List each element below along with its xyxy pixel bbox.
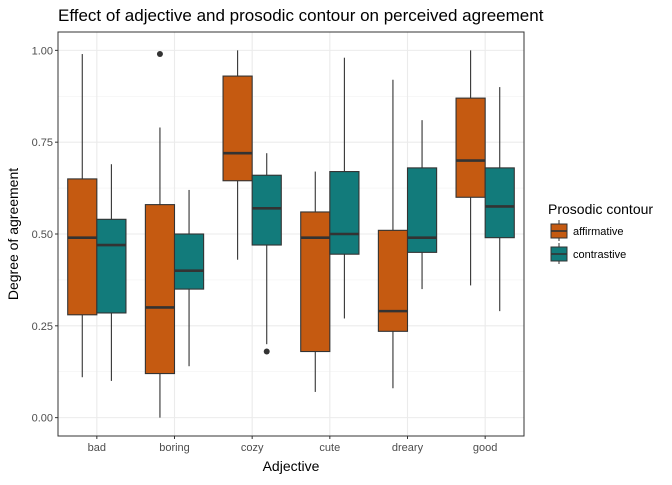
x-tick-label: cute — [319, 442, 340, 454]
legend-label-affirmative: affirmative — [573, 226, 624, 238]
x-tick-label: bad — [88, 442, 106, 454]
x-tick-label: dreary — [392, 442, 424, 454]
legend-key-contrastive — [550, 243, 568, 264]
x-tick-label: boring — [159, 442, 190, 454]
box-affirmative-boring — [144, 51, 176, 418]
x-tick-label: cozy — [241, 442, 264, 454]
outlier-point — [156, 51, 163, 58]
box-affirmative-dreary — [377, 79, 409, 389]
y-tick-label: 0.00 — [32, 413, 53, 425]
y-tick-label: 0.25 — [32, 321, 53, 333]
box-body — [67, 178, 98, 316]
x-axis-title: Adjective — [263, 458, 320, 474]
box-contrastive-cozy — [251, 153, 282, 355]
box-body — [300, 211, 331, 353]
y-tick-label: 0.75 — [32, 137, 53, 149]
box-body — [96, 218, 127, 314]
box-body — [251, 174, 282, 246]
y-axis: 0.00 0.25 0.50 0.75 1.00 — [32, 45, 58, 425]
box-body — [173, 233, 205, 290]
legend: Prosodic contour affirmative contrastive — [548, 201, 653, 264]
box-affirmative-good — [455, 50, 486, 286]
box-contrastive-boring — [173, 189, 205, 367]
box-contrastive-dreary — [406, 120, 438, 290]
box-affirmative-cozy — [222, 50, 253, 260]
y-axis-title: Degree of agreement — [5, 168, 21, 300]
legend-label-contrastive: contrastive — [573, 249, 626, 261]
box-body — [484, 167, 515, 239]
boxes-layer — [67, 50, 515, 418]
box-contrastive-good — [484, 87, 515, 312]
chart-title: Effect of adjective and prosodic contour… — [58, 6, 544, 25]
box-body — [406, 167, 438, 253]
box-body — [222, 75, 253, 182]
box-body — [455, 97, 486, 198]
box-body — [377, 229, 409, 332]
y-tick-label: 0.50 — [32, 229, 53, 241]
y-tick-label: 1.00 — [32, 45, 53, 57]
box-body — [144, 204, 176, 375]
box-body — [329, 171, 360, 255]
box-affirmative-cute — [300, 171, 331, 392]
x-tick-label: good — [473, 442, 497, 454]
box-contrastive-bad — [96, 164, 127, 381]
box-affirmative-bad — [67, 54, 98, 378]
box-contrastive-cute — [329, 57, 360, 319]
outlier-point — [263, 348, 270, 355]
legend-title: Prosodic contour — [548, 201, 653, 217]
legend-key-affirmative — [550, 220, 568, 241]
x-axis: bad boring cozy cute dreary good — [88, 436, 497, 454]
